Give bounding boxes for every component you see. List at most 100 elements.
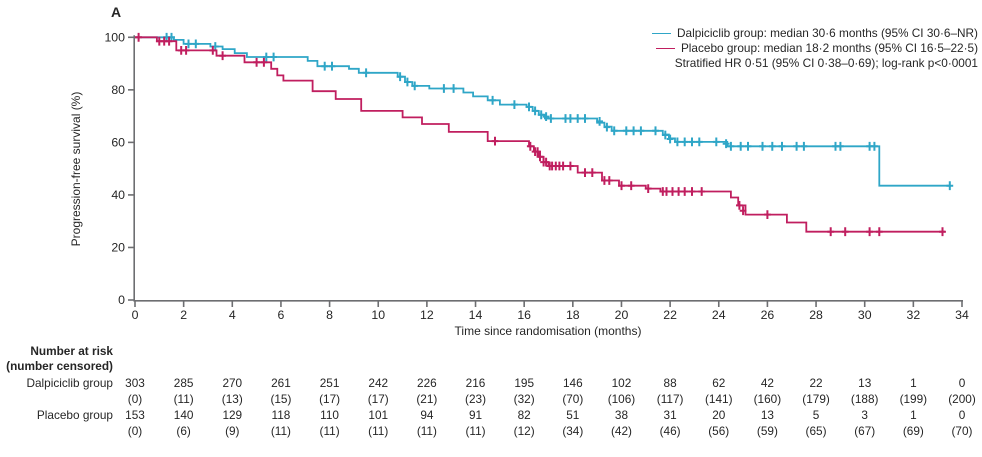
at-risk-count: 22 [809, 376, 823, 390]
risk-table-row-label-dalpiciclib: Dalpiciclib group [26, 376, 113, 390]
censor-tick-placebo [135, 32, 142, 42]
censor-tick-dalpiciclib [674, 137, 681, 147]
censored-count: (200) [948, 392, 976, 406]
x-tick-label: 14 [469, 308, 483, 322]
at-risk-count: 146 [562, 376, 583, 390]
censor-tick-placebo [588, 168, 596, 177]
censor-tick-dalpiciclib [681, 137, 689, 147]
censor-tick-placebo [618, 181, 625, 191]
censored-count: (42) [610, 424, 632, 438]
x-tick-label: 6 [278, 308, 285, 322]
censor-tick-placebo [165, 36, 173, 46]
legend-entry-placebo: Placebo group: median 18·2 months (95% C… [652, 41, 978, 56]
censor-tick-dalpiciclib [712, 137, 720, 147]
x-tick-label: 0 [132, 308, 139, 322]
censor-tick-dalpiciclib [661, 130, 669, 140]
censor-tick-placebo [698, 187, 706, 196]
at-risk-count: 270 [222, 376, 243, 390]
censor-tick-dalpiciclib [610, 126, 618, 136]
censor-tick-placebo [644, 184, 652, 193]
censor-tick-placebo [209, 46, 217, 55]
censored-count: (11) [173, 392, 194, 406]
censor-tick-dalpiciclib [321, 61, 329, 71]
censored-count: (0) [127, 392, 143, 406]
censor-tick-dalpiciclib [581, 114, 589, 123]
risk-table-header-1: Number at risk [30, 344, 113, 358]
censor-tick-dalpiciclib [637, 126, 645, 136]
censored-count: (21) [416, 392, 438, 406]
censor-tick-dalpiciclib [328, 61, 336, 71]
censored-count: (179) [802, 392, 830, 406]
censored-count: (59) [756, 424, 778, 438]
x-tick-label: 18 [566, 308, 580, 322]
censored-count: (23) [465, 392, 486, 406]
at-risk-count: 13 [858, 376, 872, 390]
censor-tick-dalpiciclib [603, 122, 611, 132]
censored-count: (0) [127, 424, 143, 438]
at-risk-count: 31 [663, 408, 677, 422]
legend-stats-line: Stratified HR 0·51 (95% CI 0·38–0·69); l… [674, 56, 978, 70]
censored-count: (9) [225, 424, 240, 438]
at-risk-count: 82 [517, 408, 531, 422]
at-risk-count: 251 [319, 376, 340, 390]
censor-tick-placebo [739, 206, 747, 216]
censor-tick-dalpiciclib [270, 52, 277, 62]
censor-tick-placebo [627, 181, 635, 191]
censored-count: (160) [753, 392, 782, 406]
censor-tick-dalpiciclib [800, 141, 808, 151]
at-risk-count: 20 [712, 408, 726, 422]
censored-count: (17) [319, 392, 341, 406]
censored-count: (70) [562, 392, 584, 406]
censor-tick-placebo [491, 136, 499, 146]
at-risk-count: 0 [958, 408, 966, 422]
censor-tick-dalpiciclib [630, 126, 637, 136]
censored-count: (56) [708, 424, 730, 438]
censored-count: (11) [319, 424, 340, 438]
at-risk-count: 226 [417, 376, 437, 390]
censored-count: (32) [513, 392, 535, 406]
x-tick-label: 8 [326, 308, 333, 322]
censored-count: (6) [176, 424, 191, 438]
censor-tick-dalpiciclib [396, 72, 404, 82]
censor-tick-placebo [866, 227, 873, 237]
censor-tick-dalpiciclib [192, 39, 200, 49]
censored-count: (17) [367, 392, 389, 406]
y-tick-label: 20 [111, 240, 125, 254]
at-risk-count: 303 [125, 376, 145, 390]
y-tick-label: 40 [111, 188, 125, 202]
censor-tick-placebo [841, 227, 849, 237]
x-tick-label: 16 [517, 308, 531, 322]
at-risk-count: 261 [271, 376, 291, 390]
censor-tick-dalpiciclib [727, 141, 735, 151]
at-risk-count: 110 [320, 408, 339, 422]
censor-tick-dalpiciclib [596, 117, 603, 126]
censored-count: (11) [368, 424, 389, 438]
at-risk-count: 118 [271, 408, 291, 422]
censor-tick-placebo [526, 141, 534, 151]
censor-tick-placebo [542, 157, 550, 167]
censor-tick-dalpiciclib [262, 52, 270, 62]
censored-count: (199) [899, 392, 928, 406]
censor-tick-dalpiciclib [793, 141, 800, 151]
censored-count: (65) [805, 424, 827, 438]
censored-count: (11) [270, 424, 291, 438]
censor-tick-dalpiciclib [525, 102, 533, 112]
censor-tick-placebo [764, 210, 771, 219]
at-risk-count: 38 [614, 408, 629, 422]
censored-count: (15) [270, 392, 292, 406]
censor-tick-placebo [681, 187, 689, 196]
risk-table-row-label-placebo: Placebo group [36, 408, 113, 422]
censor-tick-dalpiciclib [688, 137, 696, 147]
censor-tick-dalpiciclib [768, 141, 776, 151]
legend-label-dalpiciclib: Dalpiciclib group: median 30·6 months (9… [677, 26, 978, 40]
censor-tick-placebo [253, 57, 260, 67]
censor-tick-placebo [581, 168, 589, 177]
censor-tick-placebo [669, 187, 676, 196]
censor-tick-placebo [688, 187, 696, 196]
censor-tick-dalpiciclib [362, 68, 370, 78]
x-tick-label: 10 [371, 308, 385, 322]
censor-tick-dalpiciclib [537, 110, 545, 120]
at-risk-count: 216 [465, 376, 486, 390]
legend: Dalpiciclib group: median 30·6 months (9… [652, 26, 978, 71]
censor-tick-dalpiciclib [531, 106, 539, 116]
